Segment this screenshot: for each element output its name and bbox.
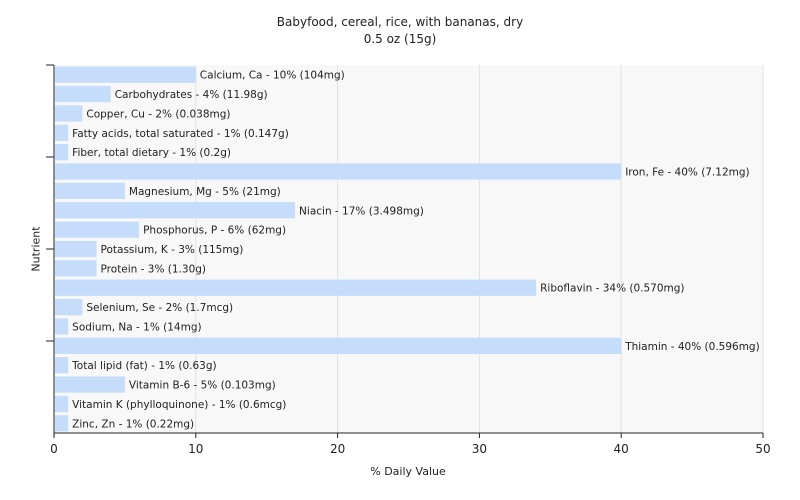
bar-label: Iron, Fe - 40% (7.12mg) [625, 167, 749, 179]
chart-title: Babyfood, cereal, rice, with bananas, dr… [276, 15, 524, 29]
bar-label: Zinc, Zn - 1% (0.22mg) [72, 418, 194, 430]
bar [55, 376, 125, 393]
bar-label: Sodium, Na - 1% (14mg) [72, 321, 201, 333]
x-tick-label: 10 [188, 442, 203, 456]
bar-label: Fiber, total dietary - 1% (0.2g) [72, 147, 231, 159]
bar [55, 85, 111, 103]
bar-label: Vitamin B-6 - 5% (0.103mg) [129, 380, 276, 392]
bar [55, 182, 125, 200]
bar [55, 395, 69, 413]
bar-label: Vitamin K (phylloquinone) - 1% (0.6mcg) [72, 399, 286, 411]
bar [55, 240, 97, 258]
bar-label: Thiamin - 40% (0.596mg) [624, 341, 760, 353]
bar-label: Fatty acids, total saturated - 1% (0.147… [72, 128, 289, 140]
x-axis-label: % Daily Value [370, 465, 446, 478]
x-tick-label: 30 [472, 442, 487, 456]
bar [55, 279, 537, 296]
bar [55, 221, 140, 238]
bar-label: Phosphorus, P - 6% (62mg) [143, 225, 286, 237]
x-tick-label: 0 [50, 442, 58, 456]
bar [55, 105, 83, 122]
bar-label: Magnesium, Mg - 5% (21mg) [129, 186, 281, 198]
bar-label: Protein - 3% (1.30g) [101, 263, 207, 275]
bar [55, 144, 69, 161]
x-tick-label: 50 [755, 442, 770, 456]
bar-label: Total lipid (fat) - 1% (0.63g) [71, 360, 216, 372]
bar-label: Selenium, Se - 2% (1.7mcg) [86, 302, 233, 314]
bar [55, 357, 69, 374]
bar [55, 163, 622, 180]
bar-label: Carbohydrates - 4% (11.98g) [115, 89, 268, 101]
bar-label: Calcium, Ca - 10% (104mg) [200, 70, 345, 82]
y-axis-label: Nutrient [29, 226, 43, 272]
bar [55, 415, 69, 432]
bar-label: Niacin - 17% (3.498mg) [299, 205, 424, 217]
x-tick-label: 40 [614, 442, 629, 456]
bar [55, 337, 622, 354]
bar [55, 66, 196, 83]
bar [55, 202, 296, 219]
plot-area [54, 65, 763, 433]
bar [55, 318, 69, 335]
bar [55, 260, 97, 277]
x-tick-label: 20 [330, 442, 345, 456]
bar [55, 298, 83, 316]
bar [55, 124, 69, 141]
bar-label: Copper, Cu - 2% (0.038mg) [86, 108, 230, 120]
bar-label: Potassium, K - 3% (115mg) [101, 244, 244, 256]
bar-label: Riboflavin - 34% (0.570mg) [540, 283, 684, 295]
chart-subtitle: 0.5 oz (15g) [363, 32, 437, 46]
